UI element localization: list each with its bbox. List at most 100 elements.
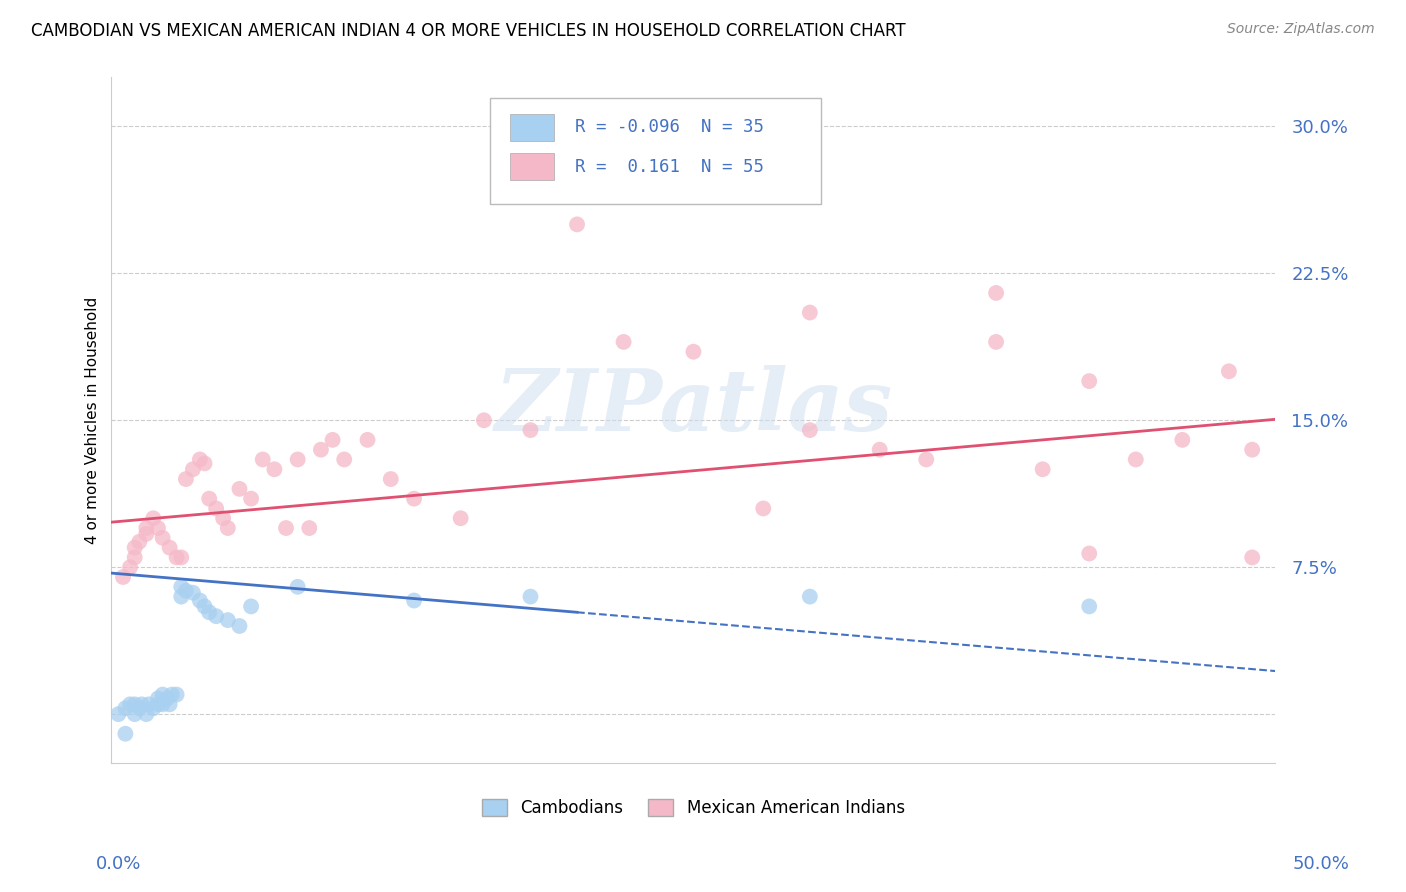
Point bbox=[188, 452, 211, 467]
Point bbox=[152, 688, 174, 702]
Point bbox=[128, 701, 150, 715]
Point bbox=[205, 609, 228, 624]
Point bbox=[142, 511, 165, 525]
Point bbox=[138, 698, 160, 712]
Point bbox=[124, 541, 146, 555]
Point bbox=[519, 590, 541, 604]
Point bbox=[188, 593, 211, 607]
Point bbox=[124, 707, 146, 722]
Point bbox=[356, 433, 378, 447]
Point bbox=[984, 334, 1007, 349]
Point bbox=[869, 442, 891, 457]
Point bbox=[274, 521, 297, 535]
Text: R =  0.161  N = 55: R = 0.161 N = 55 bbox=[575, 158, 763, 176]
Point bbox=[309, 442, 332, 457]
Point bbox=[181, 585, 204, 599]
Point bbox=[1241, 442, 1264, 457]
Point bbox=[228, 619, 250, 633]
Point bbox=[174, 472, 197, 486]
Point bbox=[1078, 374, 1101, 388]
Point bbox=[198, 605, 221, 619]
Point bbox=[142, 701, 165, 715]
Point bbox=[198, 491, 221, 506]
Point bbox=[124, 550, 146, 565]
Point bbox=[135, 707, 157, 722]
Point bbox=[131, 698, 153, 712]
Point bbox=[984, 285, 1007, 300]
Point bbox=[1171, 433, 1194, 447]
Point bbox=[565, 218, 588, 232]
Point bbox=[519, 423, 541, 437]
Point bbox=[450, 511, 472, 525]
Text: Source: ZipAtlas.com: Source: ZipAtlas.com bbox=[1227, 22, 1375, 37]
Point bbox=[160, 688, 183, 702]
Point bbox=[156, 691, 179, 706]
Point bbox=[181, 462, 204, 476]
Point bbox=[118, 698, 141, 712]
Point bbox=[380, 472, 402, 486]
Point bbox=[174, 583, 197, 598]
Y-axis label: 4 or more Vehicles in Household: 4 or more Vehicles in Household bbox=[86, 297, 100, 544]
Point bbox=[193, 599, 215, 614]
Point bbox=[1078, 547, 1101, 561]
Point bbox=[114, 727, 136, 741]
Point bbox=[1032, 462, 1054, 476]
Point bbox=[252, 452, 274, 467]
Point bbox=[799, 305, 821, 319]
Point bbox=[217, 521, 239, 535]
Point bbox=[915, 452, 938, 467]
Point bbox=[1241, 550, 1264, 565]
Point bbox=[114, 701, 136, 715]
Point bbox=[170, 590, 193, 604]
Point bbox=[1125, 452, 1147, 467]
Point bbox=[135, 521, 157, 535]
Point bbox=[287, 580, 309, 594]
Point bbox=[193, 456, 215, 470]
Point bbox=[146, 691, 169, 706]
Point bbox=[112, 570, 135, 584]
Point bbox=[146, 521, 169, 535]
Point bbox=[152, 531, 174, 545]
Point bbox=[107, 707, 129, 722]
Point bbox=[166, 688, 188, 702]
Point bbox=[298, 521, 321, 535]
Point bbox=[404, 491, 426, 506]
FancyBboxPatch shape bbox=[489, 98, 821, 204]
FancyBboxPatch shape bbox=[509, 153, 554, 180]
Point bbox=[240, 491, 263, 506]
Point bbox=[799, 423, 821, 437]
Point bbox=[135, 527, 157, 541]
Point bbox=[228, 482, 250, 496]
Text: R = -0.096  N = 35: R = -0.096 N = 35 bbox=[575, 119, 763, 136]
Point bbox=[128, 534, 150, 549]
Point bbox=[124, 698, 146, 712]
Point bbox=[263, 462, 285, 476]
Text: CAMBODIAN VS MEXICAN AMERICAN INDIAN 4 OR MORE VEHICLES IN HOUSEHOLD CORRELATION: CAMBODIAN VS MEXICAN AMERICAN INDIAN 4 O… bbox=[31, 22, 905, 40]
Point bbox=[205, 501, 228, 516]
Point bbox=[1218, 364, 1240, 378]
Point bbox=[752, 501, 775, 516]
Point bbox=[159, 541, 181, 555]
Point bbox=[404, 593, 426, 607]
Point bbox=[799, 590, 821, 604]
Point bbox=[217, 613, 239, 627]
Point bbox=[152, 698, 174, 712]
FancyBboxPatch shape bbox=[509, 114, 554, 141]
Point bbox=[240, 599, 263, 614]
Point bbox=[170, 550, 193, 565]
Point bbox=[613, 334, 636, 349]
Point bbox=[1078, 599, 1101, 614]
Point bbox=[682, 344, 704, 359]
Point bbox=[287, 452, 309, 467]
Point bbox=[472, 413, 495, 427]
Point bbox=[170, 580, 193, 594]
Point bbox=[159, 698, 181, 712]
Legend: Cambodians, Mexican American Indians: Cambodians, Mexican American Indians bbox=[475, 792, 911, 823]
Point bbox=[118, 560, 141, 574]
Text: 0.0%: 0.0% bbox=[96, 855, 141, 872]
Point bbox=[166, 550, 188, 565]
Text: 50.0%: 50.0% bbox=[1294, 855, 1350, 872]
Point bbox=[212, 511, 235, 525]
Point bbox=[322, 433, 344, 447]
Point bbox=[333, 452, 356, 467]
